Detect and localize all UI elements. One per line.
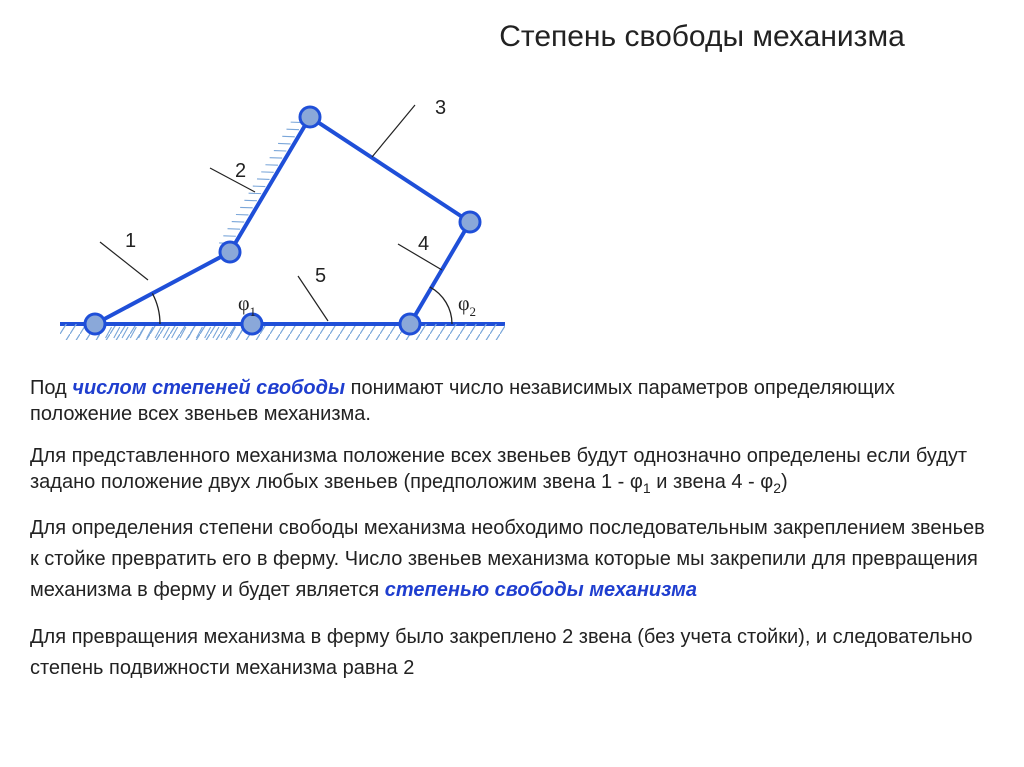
p2-c: ) <box>781 471 788 493</box>
svg-text:5: 5 <box>315 265 326 287</box>
svg-text:3: 3 <box>435 97 446 119</box>
svg-text:2: 2 <box>235 160 246 182</box>
svg-text:1: 1 <box>125 230 136 252</box>
page-title: Степень свободы механизма <box>410 20 994 54</box>
p1-prefix: Под <box>30 377 72 399</box>
svg-text:4: 4 <box>418 233 429 255</box>
paragraph-definition: Под числом степеней свободы понимают чис… <box>30 375 994 427</box>
p3-emph: степенью свободы механизма <box>385 579 697 601</box>
svg-text:φ2: φ2 <box>458 293 476 319</box>
paragraph-conclusion: Для превращения механизма в ферму было з… <box>30 622 994 684</box>
p1-emph: числом степеней свободы <box>72 377 345 399</box>
p2-b: и звена 4 - φ <box>651 471 774 493</box>
sub2: 2 <box>773 480 781 496</box>
paragraph-example: Для представленного механизма положение … <box>30 443 994 497</box>
sub1: 1 <box>643 480 651 496</box>
mechanism-diagram: 12345φ1φ2 <box>40 62 994 357</box>
paragraph-method: Для определения степени свободы механизм… <box>30 513 994 606</box>
p2-a: Для представленного механизма положение … <box>30 445 967 493</box>
